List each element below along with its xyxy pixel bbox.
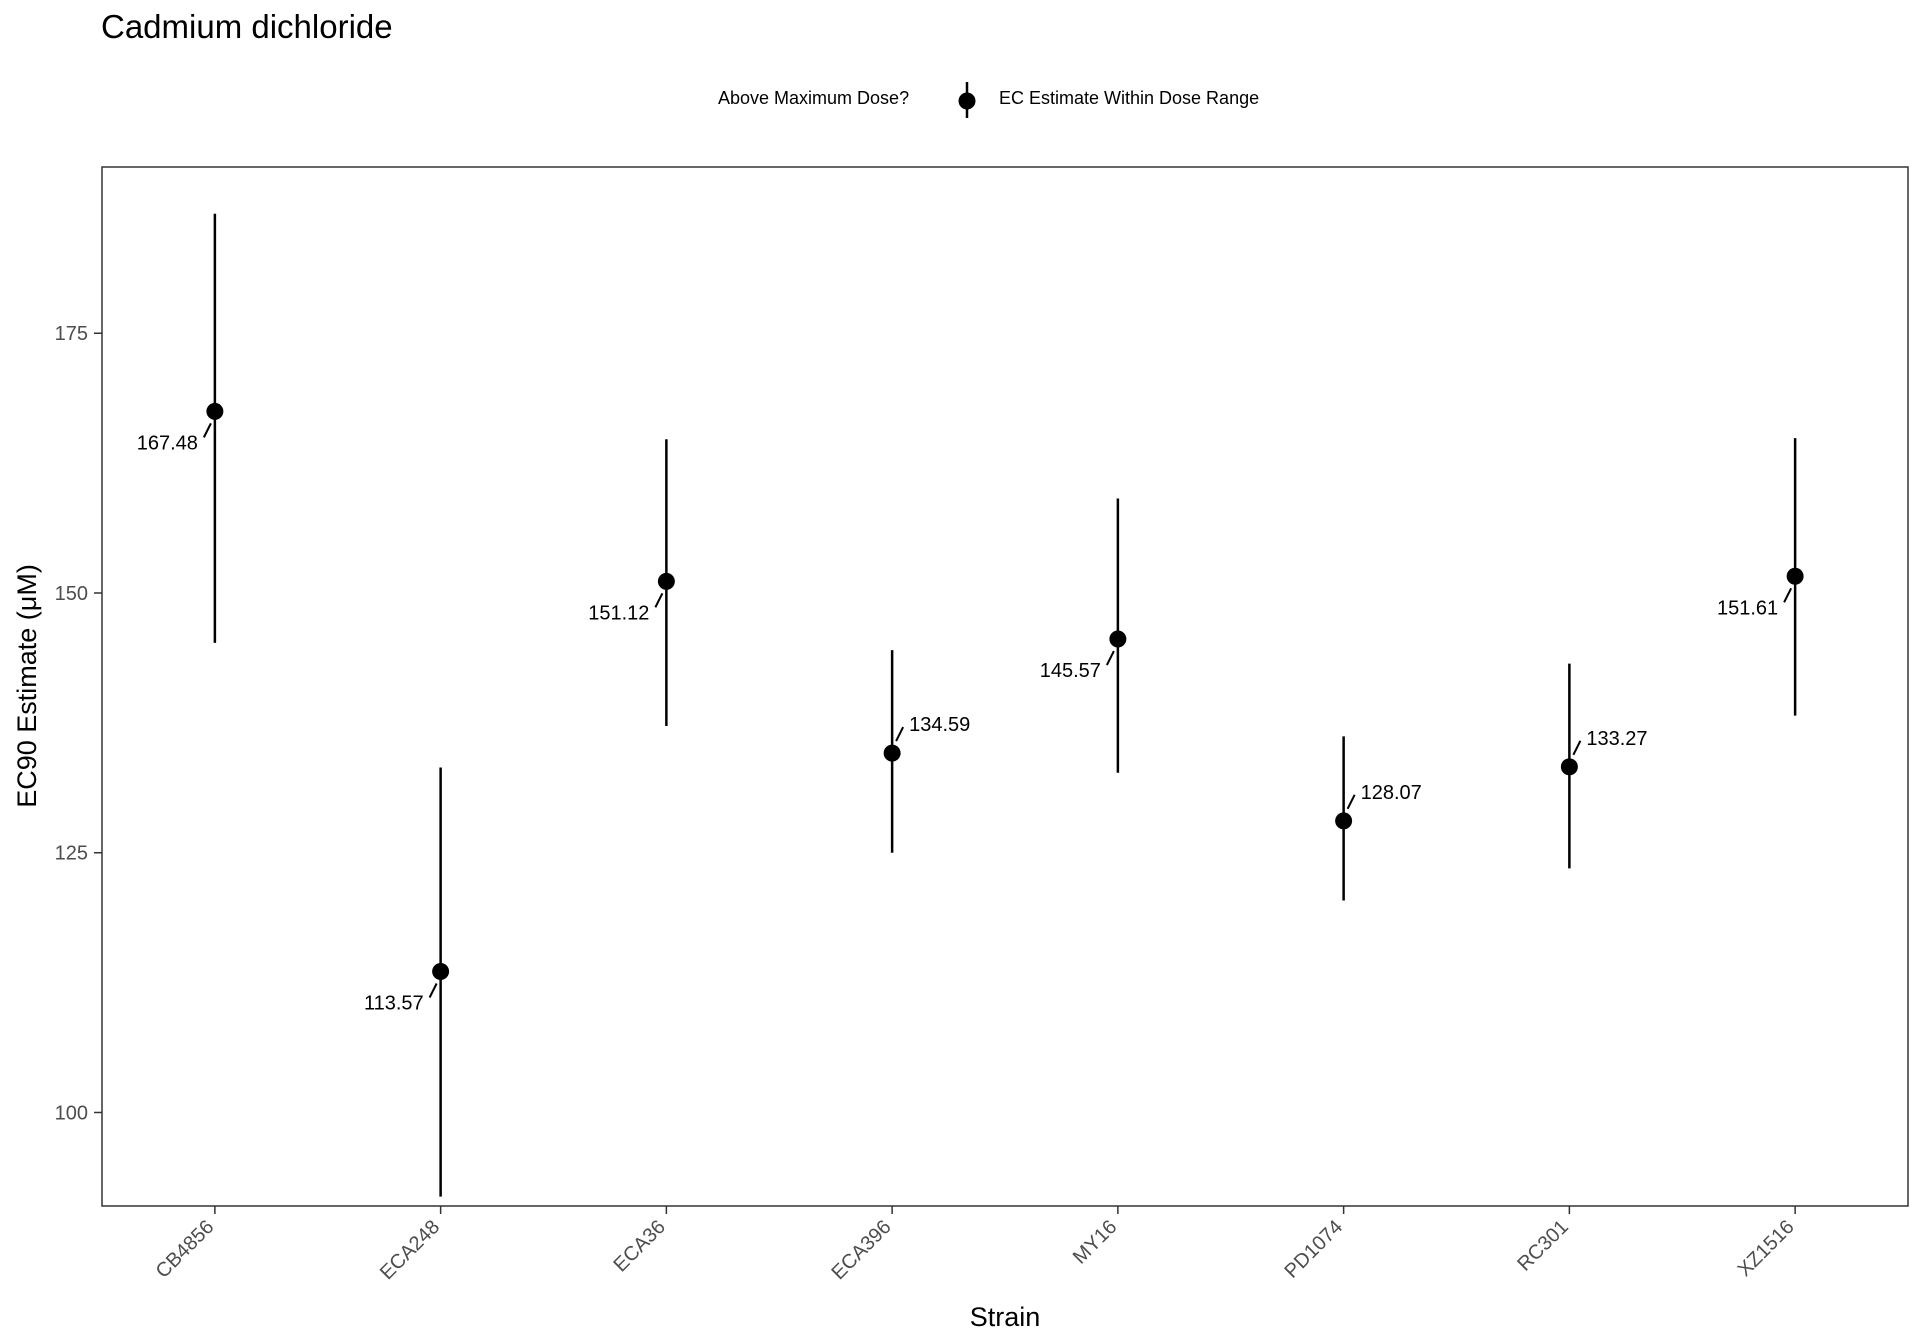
label-leader-line — [1572, 740, 1582, 756]
data-label: 145.57 — [1040, 660, 1101, 682]
data-point — [432, 962, 450, 980]
data-label: 167.48 — [137, 432, 198, 454]
legend-key-point-icon — [958, 82, 976, 118]
data-point — [1109, 630, 1127, 648]
y-tick-label: 175 — [55, 323, 88, 345]
x-tick-label: XZ1516 — [1734, 1216, 1799, 1281]
x-tick-label: RC301 — [1513, 1216, 1573, 1276]
label-leader-line — [1105, 650, 1115, 666]
legend-entry-label: EC Estimate Within Dose Range — [999, 88, 1260, 108]
x-tick-label: ECA396 — [827, 1216, 895, 1284]
data-label: 128.07 — [1361, 782, 1422, 804]
label-leader-line — [1346, 794, 1356, 810]
data-point-group: 145.57 — [1040, 498, 1127, 773]
label-leader-line — [895, 726, 905, 742]
x-tick-label: MY16 — [1069, 1216, 1122, 1269]
data-label: 113.57 — [364, 992, 424, 1014]
data-label: 133.27 — [1586, 728, 1647, 750]
label-leader-line — [1783, 587, 1793, 603]
data-point — [1560, 758, 1578, 776]
y-tick-label: 150 — [55, 583, 88, 605]
data-point-group: 134.59 — [883, 650, 970, 853]
x-tick-label: ECA248 — [376, 1216, 444, 1284]
data-point-group: 133.27 — [1560, 663, 1648, 869]
data-point — [883, 744, 901, 762]
x-axis-title: Strain — [970, 1302, 1041, 1332]
data-label: 134.59 — [909, 714, 970, 736]
x-tick-label: CB4856 — [152, 1216, 219, 1283]
y-axis-title: EC90 Estimate (μM) — [12, 564, 42, 808]
label-leader-line — [202, 422, 212, 438]
y-axis: 100 125 150 175 — [55, 323, 102, 1124]
data-label: 151.61 — [1717, 597, 1778, 619]
x-tick-label: ECA36 — [610, 1216, 670, 1276]
x-tick-label: PD1074 — [1280, 1216, 1347, 1283]
data-point-group: 151.61 — [1717, 438, 1804, 716]
y-tick-label: 125 — [55, 843, 88, 865]
data-point — [1786, 567, 1804, 585]
data-point — [657, 572, 675, 590]
panel-border — [101, 166, 1909, 1207]
data-point-group: 128.07 — [1335, 736, 1422, 901]
label-leader-line — [654, 592, 664, 608]
data-point-group: 167.48 — [137, 213, 224, 643]
label-leader-line — [428, 983, 438, 998]
chart-title: Cadmium dichloride — [101, 8, 393, 45]
data-point — [1335, 812, 1353, 830]
data-point-group: 151.12 — [588, 439, 675, 726]
series-ec-estimate: 167.48 113.57 151.12 134.59 145.57 128.07 133.… — [137, 213, 1804, 1197]
x-axis: CB4856 ECA248 ECA36 ECA396 MY16 PD1074 RC301 XZ… — [152, 1206, 1799, 1284]
data-point — [206, 402, 224, 420]
y-tick-label: 100 — [55, 1102, 88, 1124]
data-label: 151.12 — [588, 602, 649, 624]
data-point-group: 113.57 — [364, 767, 450, 1197]
legend-title: Above Maximum Dose? — [718, 88, 910, 108]
legend: Above Maximum Dose? EC Estimate Within D… — [0, 82, 1920, 124]
